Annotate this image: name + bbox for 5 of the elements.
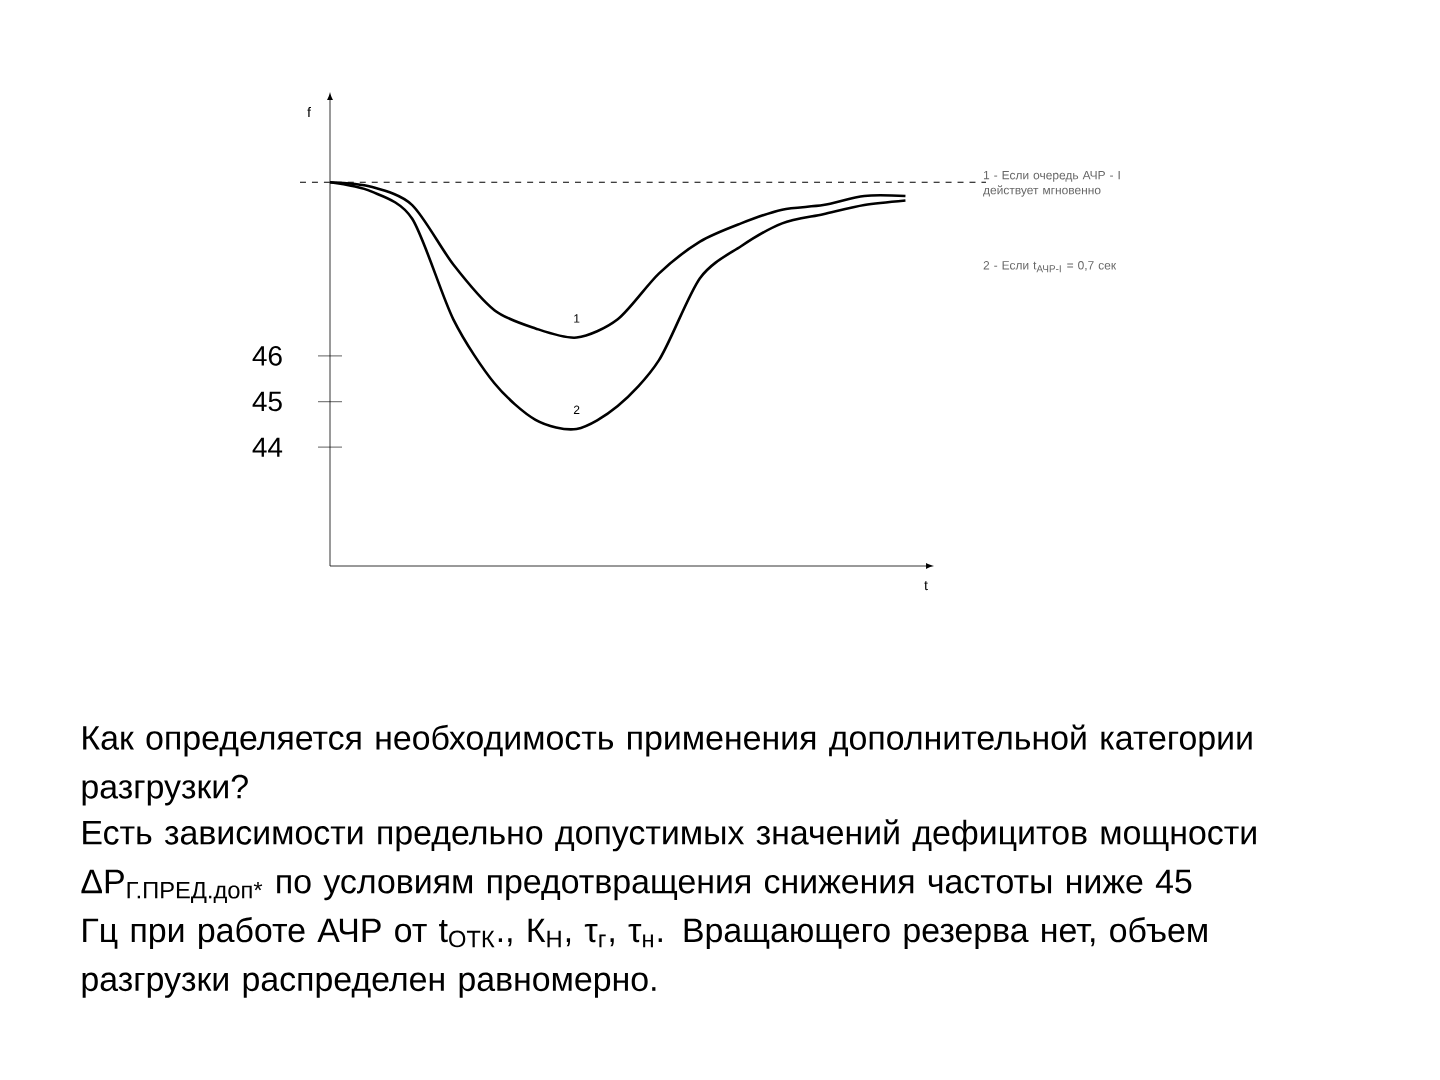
text: Как определяется необходимость применения дополнительной категории разгрузки? — [82, 724, 1252, 806]
y-tick-label: 45 — [252, 391, 282, 412]
text: Есть зависимости предельно допустимых значений дефицитов мощности ΔP$_{Г.ПРЕД.доп*}$ по условиям предотвращения снижения частоты ниже 45 Гц при работе АЧР от t$_{ОТК}$., К$_{Н}$, τ$_{г}$, τ$_{н}$. Вращающего резерва нет, объем разгрузки распределен равномерно. — [81, 819, 1256, 998]
y-tick-label: 46 — [252, 345, 282, 366]
y-tick-label: 44 — [252, 437, 283, 457]
